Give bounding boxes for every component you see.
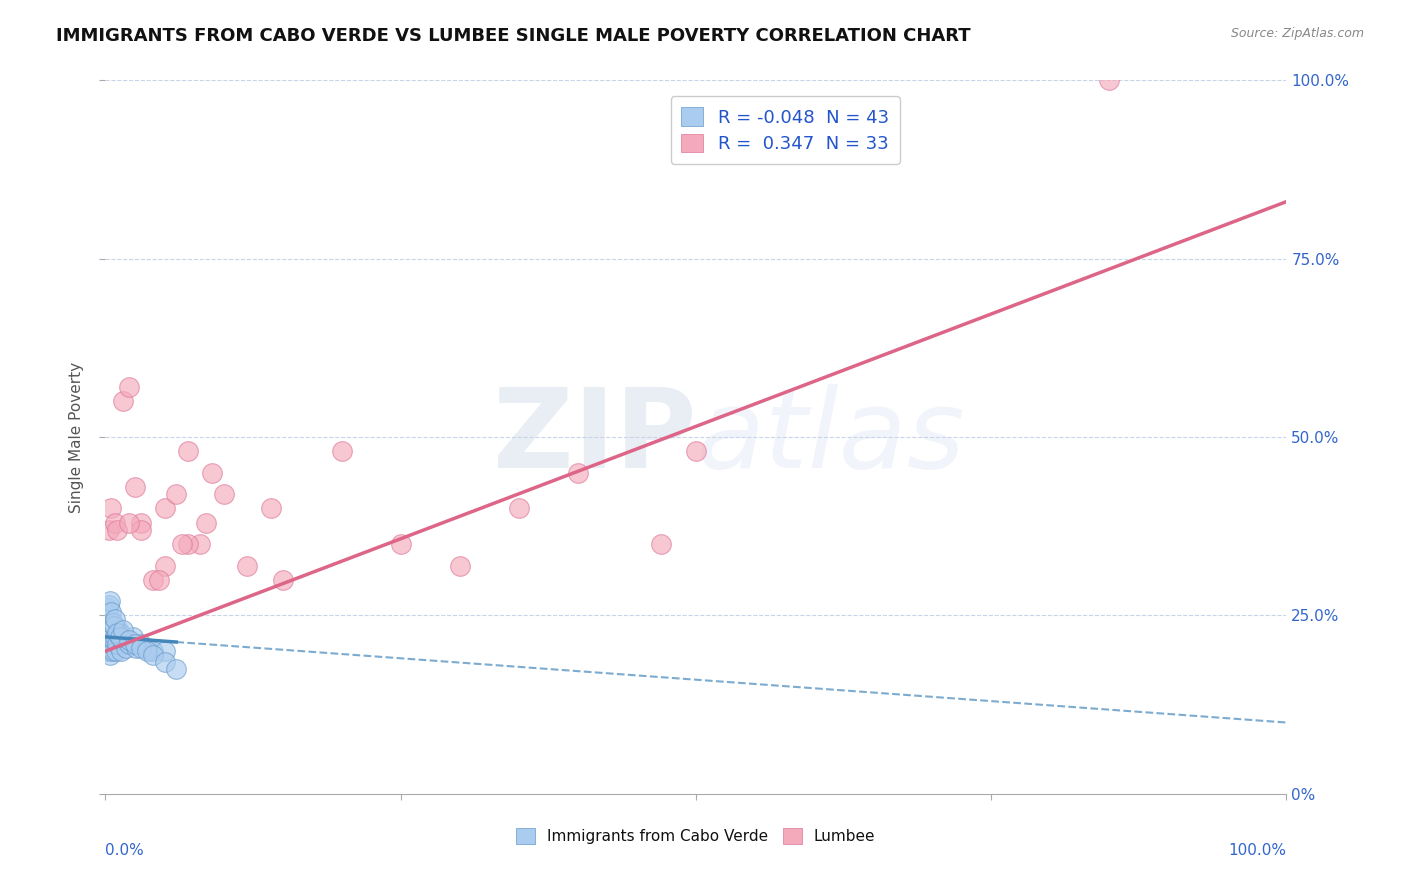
Point: [97, 640, 120, 655]
Point: [118, 637, 141, 651]
Point: [112, 633, 135, 648]
Point: [101, 615, 124, 630]
Point: [103, 619, 125, 633]
Point: [98, 644, 121, 658]
Point: [107, 623, 129, 637]
Point: [112, 623, 135, 637]
Point: [108, 630, 131, 644]
Point: [104, 612, 127, 626]
Point: [124, 637, 146, 651]
Point: [201, 466, 224, 480]
Text: Source: ZipAtlas.com: Source: ZipAtlas.com: [1230, 27, 1364, 40]
Point: [98, 594, 121, 608]
Point: [114, 640, 136, 655]
Point: [98, 523, 121, 537]
Point: [165, 487, 187, 501]
Point: [129, 523, 152, 537]
Point: [105, 637, 128, 651]
Point: [98, 598, 121, 612]
Point: [148, 573, 170, 587]
Point: [98, 633, 121, 648]
Point: [142, 573, 165, 587]
Text: 100.0%: 100.0%: [1229, 843, 1286, 858]
Point: [104, 516, 127, 530]
Point: [100, 637, 122, 651]
Point: [172, 537, 194, 551]
Point: [118, 633, 141, 648]
Point: [260, 501, 283, 516]
Point: [105, 523, 128, 537]
Point: [188, 537, 211, 551]
Point: [103, 633, 125, 648]
Point: [108, 626, 131, 640]
Point: [129, 516, 152, 530]
Point: [135, 644, 157, 658]
Point: [685, 444, 707, 458]
Point: [389, 537, 412, 551]
Point: [177, 444, 200, 458]
Point: [1098, 73, 1121, 87]
Point: [97, 630, 120, 644]
Point: [153, 655, 176, 669]
Legend: Immigrants from Cabo Verde, Lumbee: Immigrants from Cabo Verde, Lumbee: [510, 822, 882, 850]
Point: [236, 558, 259, 573]
Point: [177, 537, 200, 551]
Point: [96, 601, 118, 615]
Point: [121, 630, 143, 644]
Point: [110, 644, 132, 658]
Point: [118, 380, 141, 394]
Point: [98, 648, 121, 662]
Point: [165, 662, 187, 676]
Point: [153, 558, 176, 573]
Point: [100, 501, 122, 516]
Point: [194, 516, 217, 530]
Point: [142, 644, 165, 658]
Point: [153, 501, 176, 516]
Point: [112, 394, 135, 409]
Point: [129, 640, 152, 655]
Point: [104, 630, 127, 644]
Point: [105, 626, 128, 640]
Point: [96, 644, 118, 658]
Point: [101, 644, 124, 658]
Point: [271, 573, 294, 587]
Point: [105, 644, 128, 658]
Point: [212, 487, 235, 501]
Point: [135, 640, 157, 655]
Y-axis label: Single Male Poverty: Single Male Poverty: [69, 361, 84, 513]
Point: [124, 480, 146, 494]
Point: [118, 516, 141, 530]
Point: [508, 501, 530, 516]
Point: [129, 637, 152, 651]
Point: [153, 644, 176, 658]
Point: [330, 444, 353, 458]
Point: [100, 605, 122, 619]
Point: [449, 558, 471, 573]
Point: [567, 466, 589, 480]
Point: [125, 640, 148, 655]
Point: [142, 648, 165, 662]
Text: atlas: atlas: [696, 384, 965, 491]
Point: [97, 608, 120, 623]
Text: 0.0%: 0.0%: [105, 843, 145, 858]
Text: IMMIGRANTS FROM CABO VERDE VS LUMBEE SINGLE MALE POVERTY CORRELATION CHART: IMMIGRANTS FROM CABO VERDE VS LUMBEE SIN…: [56, 27, 972, 45]
Text: ZIP: ZIP: [492, 384, 696, 491]
Point: [650, 537, 672, 551]
Point: [96, 637, 118, 651]
